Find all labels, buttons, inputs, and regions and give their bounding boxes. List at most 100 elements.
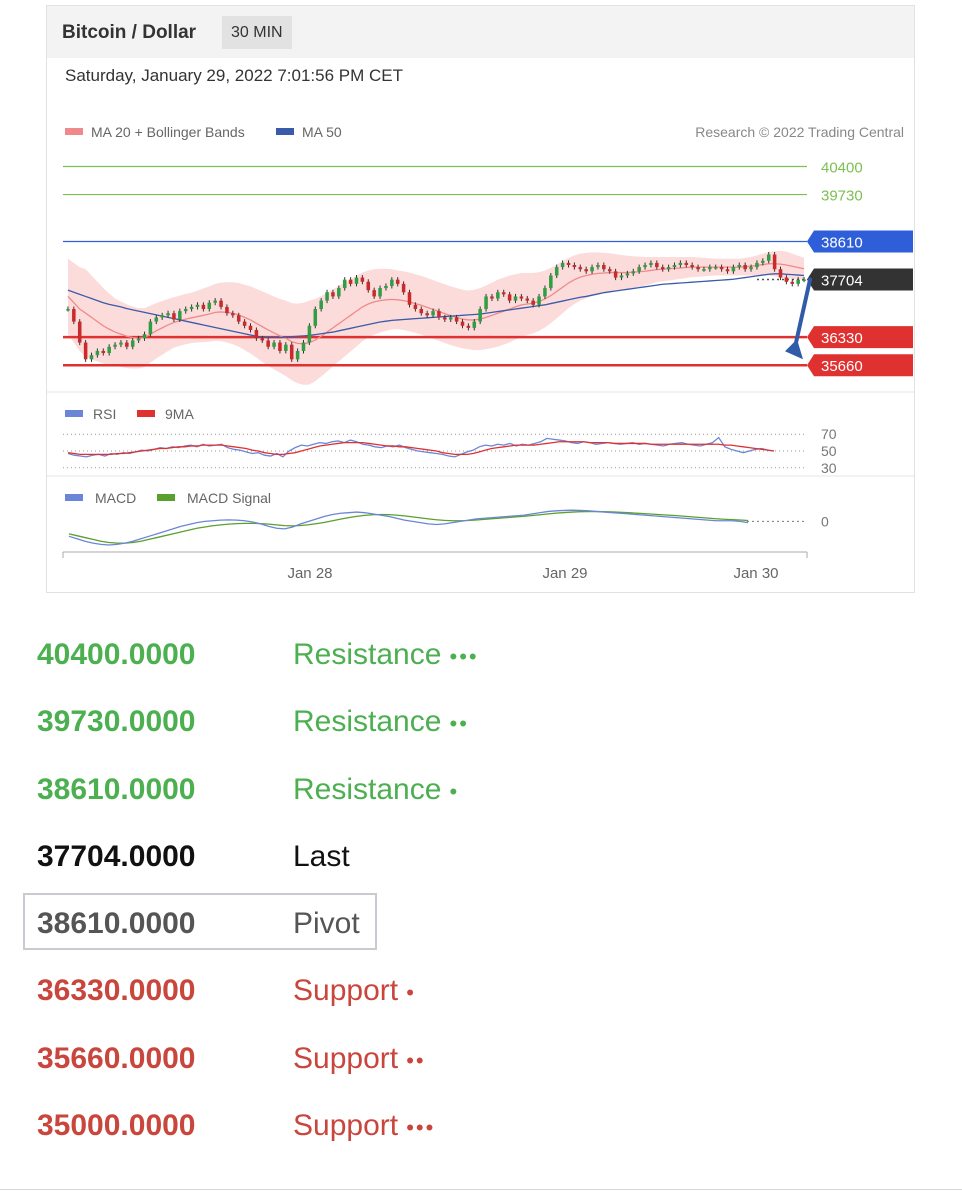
level-row-sup: 35000.0000 Support ••• — [22, 1093, 722, 1160]
interval-badge[interactable]: 30 MIN — [222, 16, 292, 49]
candle-body — [372, 290, 376, 297]
candle-body — [448, 317, 453, 320]
rsi-level-label: 30 — [821, 460, 837, 476]
candle-body — [431, 311, 435, 316]
candle-body — [725, 269, 730, 272]
level-value: 38610.0000 — [37, 907, 196, 941]
level-tag-37704 — [807, 268, 913, 291]
candle-body — [490, 296, 494, 299]
macd-legend-label: MACD — [95, 490, 136, 506]
level-tag-35660 — [807, 354, 913, 377]
candle-body — [348, 279, 353, 284]
candle-body — [354, 277, 359, 284]
candle-body — [301, 342, 306, 351]
candle-body — [549, 275, 553, 289]
candle-body — [89, 355, 94, 360]
candle-body — [160, 315, 164, 318]
candle-body — [560, 262, 565, 268]
candle-body — [672, 265, 677, 268]
level-label: Support •• — [293, 1042, 426, 1076]
candle-body — [166, 313, 170, 316]
x-tick-label: Jan 30 — [733, 565, 778, 582]
candle-body — [419, 309, 424, 314]
candle-body — [525, 298, 530, 301]
level-label: Pivot — [293, 907, 360, 941]
candle-body — [696, 267, 700, 270]
candle-body — [713, 267, 718, 269]
chart-timestamp: Saturday, January 29, 2022 7:01:56 PM CE… — [65, 66, 403, 85]
strength-dots: ••• — [398, 1115, 436, 1141]
level-row-sup: 35660.0000 Support •• — [22, 1026, 722, 1093]
strength-dots: • — [441, 778, 460, 804]
level-tag-label-38610: 38610 — [821, 235, 863, 252]
strength-dots: •• — [398, 1047, 426, 1073]
candle-body — [331, 292, 335, 297]
candle-body — [154, 317, 159, 322]
candle-body — [207, 302, 212, 310]
candle-body — [543, 288, 547, 297]
level-value: 36330.0000 — [37, 974, 196, 1008]
rsi-legend-swatch — [137, 410, 155, 417]
level-row-res: 40400.0000 Resistance ••• — [22, 622, 722, 689]
strength-dots: • — [398, 980, 416, 1006]
candle-body — [136, 338, 141, 341]
chart-card: Bitcoin / Dollar 30 MIN Saturday, Januar… — [46, 5, 915, 593]
candle-body — [637, 267, 641, 272]
level-row-sup: 36330.0000 Support • — [22, 958, 722, 1025]
candle-body — [796, 279, 800, 284]
candle-body — [248, 325, 253, 330]
candle-body — [95, 350, 100, 356]
candle-body — [802, 279, 806, 282]
level-label-text: Support — [293, 974, 399, 1008]
macd-legend-swatch — [157, 494, 175, 501]
candle-body — [643, 265, 647, 268]
level-label: Last — [293, 840, 350, 874]
x-tick-label: Jan 28 — [287, 565, 332, 582]
candle-body — [708, 267, 712, 270]
candle-body — [77, 321, 82, 343]
chart-header: Bitcoin / Dollar 30 MIN — [47, 6, 914, 58]
level-label-text: Resistance — [293, 638, 442, 671]
level-label-text: Resistance — [293, 705, 442, 739]
candle-body — [307, 325, 312, 343]
level-label-text: Support — [293, 1041, 399, 1075]
macd-legend-label: MACD Signal — [187, 490, 271, 506]
level-tag-label-37704: 37704 — [821, 273, 863, 290]
level-label: Resistance ••• — [293, 638, 479, 672]
candle-body — [443, 317, 447, 320]
candle-body — [437, 311, 441, 318]
ma20-line — [67, 263, 805, 345]
candle-body — [313, 309, 318, 326]
candle-body — [460, 321, 465, 326]
level-tag-38610 — [807, 230, 913, 253]
candle-body — [378, 288, 382, 297]
level-label-text: Resistance — [293, 772, 442, 806]
level-label-text: Pivot — [293, 907, 360, 941]
pivot-highlight-box — [23, 893, 377, 951]
candle-body — [384, 285, 388, 289]
candle-body — [660, 267, 665, 270]
candle-body — [684, 262, 689, 265]
candle-body — [554, 267, 559, 276]
rsi-legend-swatch — [65, 410, 83, 417]
candle-body — [743, 265, 747, 270]
legend-swatch-ma50 — [276, 128, 294, 135]
candle-body — [778, 269, 783, 278]
candle-body — [625, 273, 630, 276]
candle-body — [278, 342, 282, 351]
candle-body — [607, 269, 612, 272]
candle-body — [272, 342, 276, 347]
candle-body — [631, 271, 636, 274]
level-row-last: 37704.0000 Last — [22, 824, 722, 891]
candle-body — [766, 254, 771, 261]
candle-body — [101, 350, 106, 354]
candle-body — [219, 300, 223, 307]
candle-body — [413, 304, 418, 310]
level-tag-label-35660: 35660 — [821, 358, 863, 375]
rsi-legend-label: RSI — [93, 406, 116, 422]
candle-body — [761, 260, 765, 263]
candle-body — [236, 315, 241, 322]
candle-body — [201, 304, 206, 310]
candle-body — [501, 292, 506, 295]
candle-body — [513, 296, 518, 301]
